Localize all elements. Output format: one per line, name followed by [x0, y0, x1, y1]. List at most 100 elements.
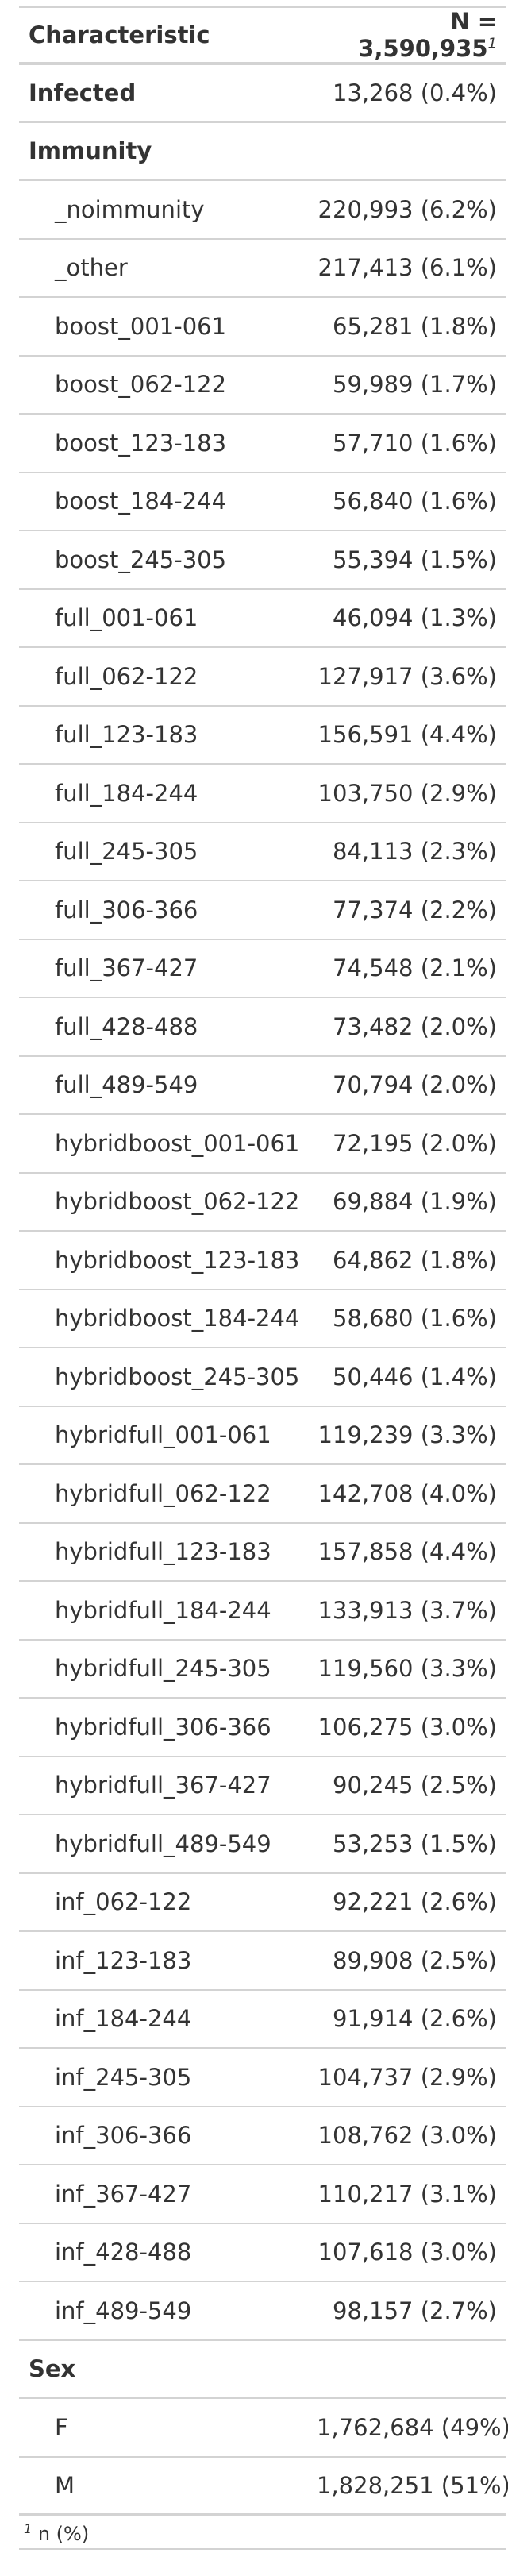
table-row: hybridfull_184-244 133,913 (3.7%)	[19, 1581, 506, 1640]
level-label: inf_062-122	[55, 1888, 192, 1916]
cell-value: 70,794 (2.0%)	[333, 1071, 497, 1099]
cell-value: 84,113 (2.3%)	[333, 838, 497, 866]
table-row: inf_062-122 92,221 (2.6%)	[19, 1873, 506, 1931]
table-row: boost_245-305 55,394 (1.5%)	[19, 530, 506, 589]
cell-value: 50,446 (1.4%)	[333, 1363, 497, 1390]
level-label: hybridfull_184-244	[55, 1596, 271, 1624]
level-label: hybridfull_001-061	[55, 1421, 271, 1449]
table-row: full_367-427 74,548 (2.1%)	[19, 939, 506, 997]
level-label: hybridfull_123-183	[55, 1538, 271, 1566]
table-row: F 1,762,684 (49%)	[19, 2398, 508, 2457]
level-label: inf_245-305	[55, 2063, 192, 2091]
table-row: inf_184-244 91,914 (2.6%)	[19, 1990, 506, 2048]
n-total-label: N = 3,590,935	[358, 8, 497, 62]
level-label: inf_489-549	[55, 2296, 192, 2324]
table-row: _other 217,413 (6.1%)	[19, 239, 506, 297]
table-row: boost_123-183 57,710 (1.6%)	[19, 414, 506, 472]
footnote-marker: 1	[487, 35, 497, 52]
level-label: boost_123-183	[55, 429, 227, 457]
table-row: hybridfull_245-305 119,560 (3.3%)	[19, 1640, 506, 1698]
table-header: Characteristic N = 3,590,9351	[19, 7, 506, 64]
group-label: Sex	[29, 2355, 76, 2383]
table-row: hybridboost_184-244 58,680 (1.6%)	[19, 1290, 506, 1348]
cell-value: 119,239 (3.3%)	[318, 1421, 497, 1449]
level-label: boost_062-122	[55, 371, 227, 399]
cell-value: 89,908 (2.5%)	[333, 1946, 497, 1974]
table-row: inf_428-488 107,618 (3.0%)	[19, 2223, 506, 2281]
cell-value: 69,884 (1.9%)	[333, 1188, 497, 1216]
table-body: Infected 13,268 (0.4%) Immunity _noimmunity…	[19, 64, 508, 2515]
table-row: inf_245-305 104,737 (2.9%)	[19, 2048, 506, 2107]
table-row: _noimmunity 220,993 (6.2%)	[19, 180, 506, 239]
table-row: boost_184-244 56,840 (1.6%)	[19, 472, 506, 530]
table-row: full_062-122 127,917 (3.6%)	[19, 647, 506, 706]
level-label: inf_367-427	[55, 2180, 192, 2208]
level-label: _other	[55, 254, 128, 282]
cell-value: 55,394 (1.5%)	[333, 546, 497, 573]
cell-value: 59,989 (1.7%)	[333, 371, 497, 399]
level-label: boost_001-061	[55, 312, 227, 340]
level-label: full_306-366	[55, 896, 198, 924]
footnote-mark: 1	[24, 2521, 33, 2536]
cell-value: 119,560 (3.3%)	[318, 1655, 497, 1683]
table-row: full_001-061 46,094 (1.3%)	[19, 589, 506, 647]
cell-value: 108,762 (3.0%)	[318, 2122, 497, 2150]
table-group-row: Sex	[19, 2340, 506, 2398]
table-row: hybridfull_306-366 106,275 (3.0%)	[19, 1698, 506, 1757]
table-row: full_245-305 84,113 (2.3%)	[19, 823, 506, 881]
cell-value: 107,618 (3.0%)	[318, 2239, 497, 2266]
cell-value: 110,217 (3.1%)	[318, 2180, 497, 2208]
level-label: hybridboost_123-183	[55, 1246, 300, 1274]
cell-value: 56,840 (1.6%)	[333, 488, 497, 515]
level-label: full_489-549	[55, 1071, 198, 1099]
cell-value: 133,913 (3.7%)	[318, 1596, 497, 1624]
level-label: full_367-427	[55, 954, 198, 982]
table-footnote: 1 n (%)	[19, 2516, 506, 2550]
table-group-row: Infected 13,268 (0.4%)	[19, 64, 506, 122]
cell-value: 103,750 (2.9%)	[318, 779, 497, 807]
level-label: hybridboost_001-061	[55, 1129, 300, 1157]
cell-value: 156,591 (4.4%)	[318, 721, 497, 749]
cell-value: 58,680 (1.6%)	[333, 1305, 497, 1332]
cell-value: 92,221 (2.6%)	[333, 1888, 497, 1916]
column-header-n: N = 3,590,9351	[307, 7, 506, 64]
table-row: full_306-366 77,374 (2.2%)	[19, 881, 506, 939]
cell-value	[307, 122, 506, 181]
cell-value: 157,858 (4.4%)	[318, 1538, 497, 1566]
level-label: full_123-183	[55, 721, 198, 749]
cell-value: 64,862 (1.8%)	[333, 1246, 497, 1274]
level-label: hybridfull_367-427	[55, 1772, 271, 1799]
level-label: inf_184-244	[55, 2005, 192, 2033]
cell-value: 142,708 (4.0%)	[318, 1479, 497, 1507]
cell-value: 57,710 (1.6%)	[333, 429, 497, 457]
level-label: full_001-061	[55, 604, 198, 632]
level-label: hybridfull_306-366	[55, 1713, 271, 1741]
table-row: inf_123-183 89,908 (2.5%)	[19, 1931, 506, 1990]
table-group-row: Immunity	[19, 122, 506, 181]
table-row: inf_367-427 110,217 (3.1%)	[19, 2165, 506, 2223]
cell-value: 106,275 (3.0%)	[318, 1713, 497, 1741]
level-label: boost_245-305	[55, 546, 227, 573]
level-label: full_428-488	[55, 1012, 198, 1040]
table-row: hybridfull_001-061 119,239 (3.3%)	[19, 1406, 506, 1464]
cell-value: 91,914 (2.6%)	[333, 2005, 497, 2033]
level-label: boost_184-244	[55, 488, 227, 515]
level-label: hybridfull_245-305	[55, 1655, 271, 1683]
cell-value: 74,548 (2.1%)	[333, 954, 497, 982]
cell-value: 46,094 (1.3%)	[333, 604, 497, 632]
table-row: full_123-183 156,591 (4.4%)	[19, 706, 506, 764]
level-label: F	[55, 2413, 68, 2441]
cell-value: 72,195 (2.0%)	[333, 1129, 497, 1157]
level-label: full_245-305	[55, 838, 198, 866]
table-row: hybridfull_062-122 142,708 (4.0%)	[19, 1464, 506, 1523]
cell-value: 65,281 (1.8%)	[333, 312, 497, 340]
summary-table-container: Characteristic N = 3,590,9351 Infected 13…	[19, 6, 508, 2550]
level-label: hybridboost_245-305	[55, 1363, 300, 1390]
level-label: hybridfull_062-122	[55, 1479, 271, 1507]
cell-value: 77,374 (2.2%)	[333, 896, 497, 924]
footnote-text: n (%)	[37, 2523, 90, 2545]
level-label: inf_428-488	[55, 2239, 192, 2266]
level-label: full_184-244	[55, 779, 198, 807]
table-row: hybridfull_489-549 53,253 (1.5%)	[19, 1814, 506, 1873]
table-row: boost_001-061 65,281 (1.8%)	[19, 297, 506, 356]
